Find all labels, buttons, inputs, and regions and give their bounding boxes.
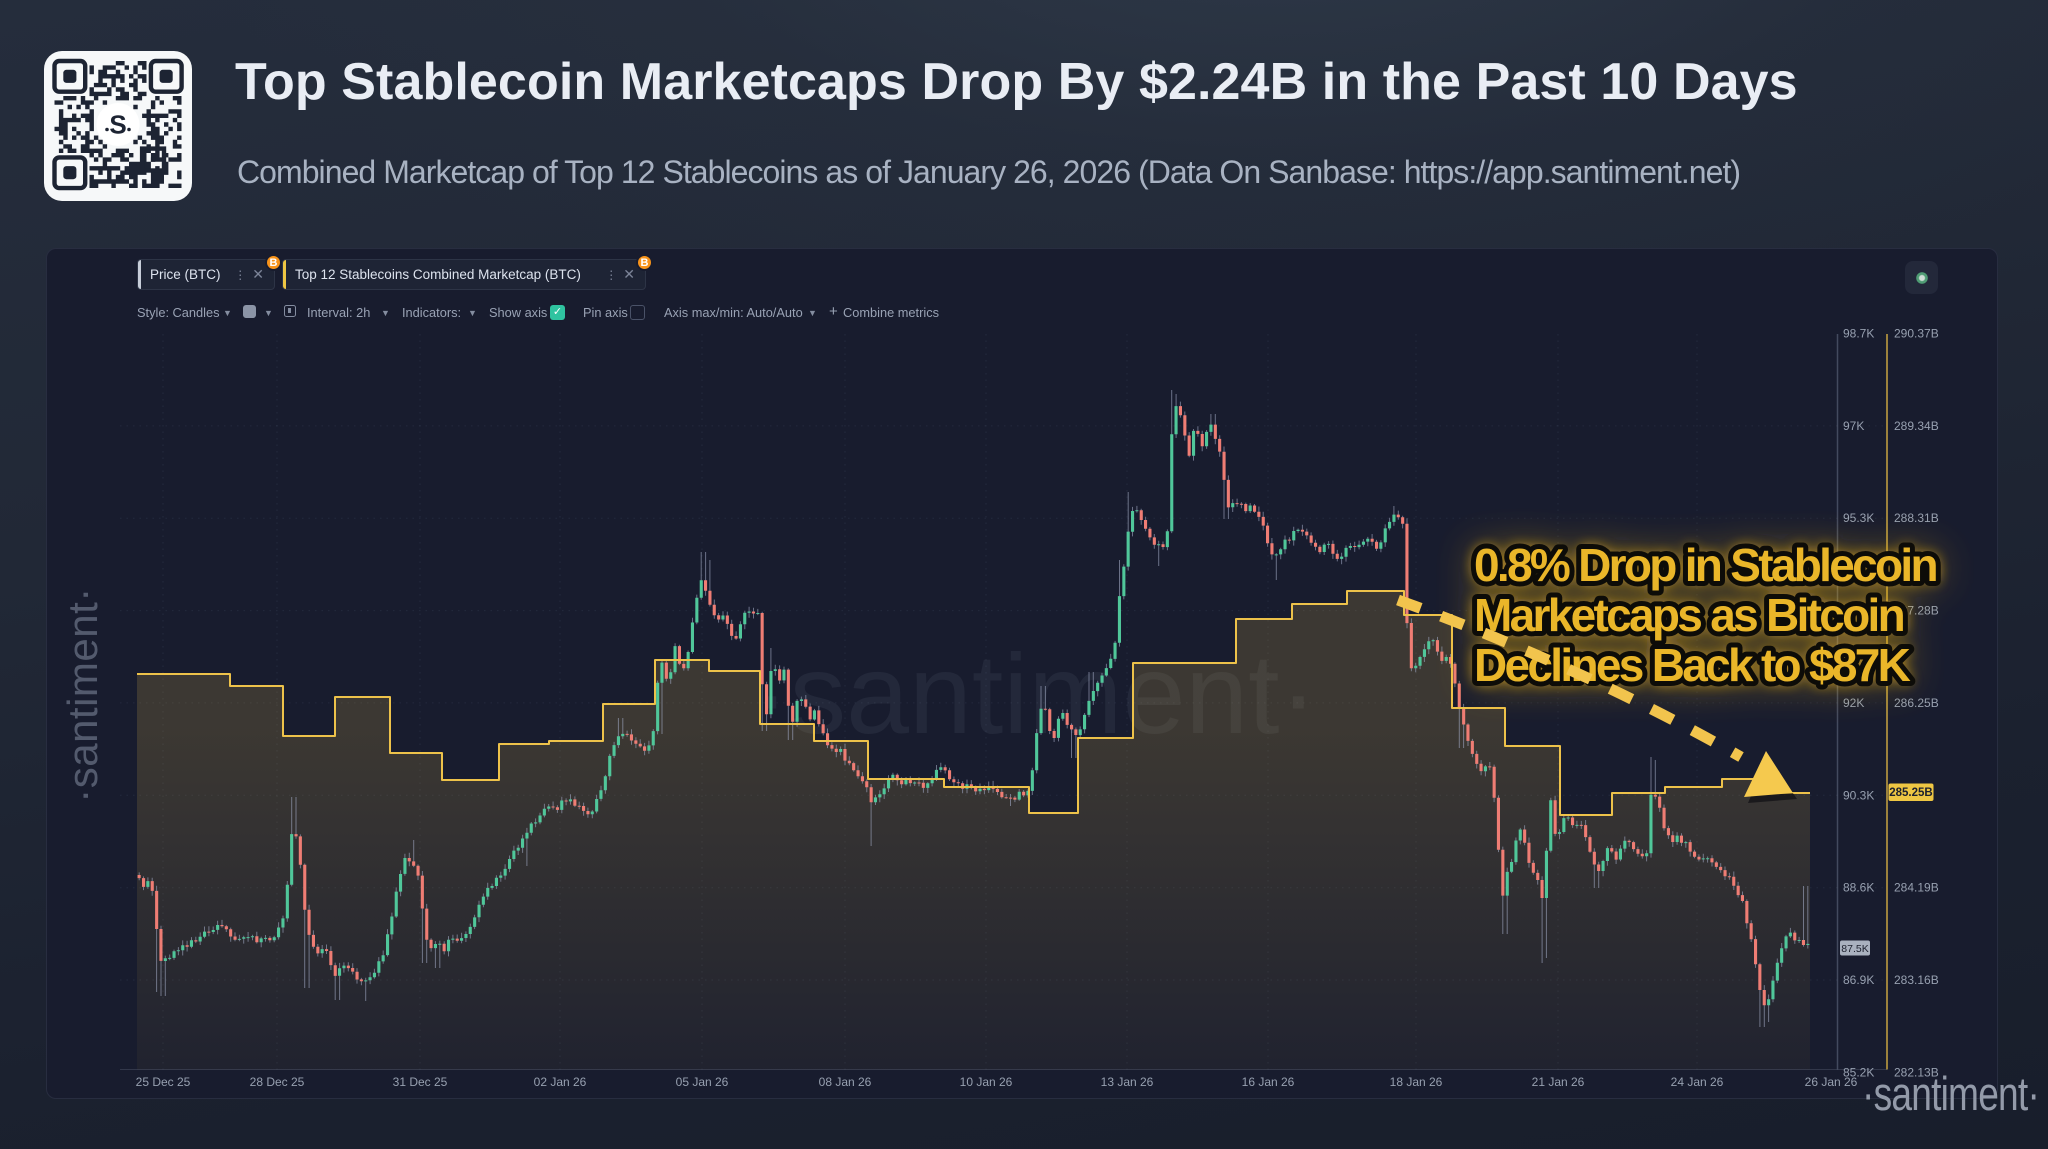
svg-text:286.25B: 286.25B [1894, 696, 1939, 710]
svg-text:290.37B: 290.37B [1894, 327, 1939, 341]
svg-text:10 Jan 26: 10 Jan 26 [960, 1075, 1013, 1089]
svg-text:24 Jan 26: 24 Jan 26 [1671, 1075, 1724, 1089]
svg-text:13 Jan 26: 13 Jan 26 [1101, 1075, 1154, 1089]
svg-text:289.34B: 289.34B [1894, 419, 1939, 433]
svg-text:S: S [109, 110, 126, 140]
svg-text:288.31B: 288.31B [1894, 511, 1939, 525]
svg-text:87.5K: 87.5K [1841, 943, 1868, 955]
svg-text:282.13B: 282.13B [1894, 1065, 1939, 1079]
svg-text:0.8% Drop in Stablecoin: 0.8% Drop in Stablecoin [1474, 539, 1936, 591]
svg-text:Declines Back to $87K: Declines Back to $87K [1474, 639, 1911, 691]
svg-text:88.6K: 88.6K [1843, 881, 1874, 895]
svg-text:85.2K: 85.2K [1843, 1065, 1874, 1079]
svg-text:Marketcaps as Bitcoin: Marketcaps as Bitcoin [1474, 589, 1904, 641]
svg-text:287.28B: 287.28B [1894, 604, 1939, 618]
svg-text:86.9K: 86.9K [1843, 973, 1874, 987]
svg-text:93.6K: 93.6K [1843, 604, 1874, 618]
svg-text:31 Dec 25: 31 Dec 25 [393, 1075, 448, 1089]
svg-text:Marketcaps as Bitcoin: Marketcaps as Bitcoin [1474, 589, 1904, 641]
svg-text:90.3K: 90.3K [1843, 788, 1874, 802]
svg-text:25 Dec 25: 25 Dec 25 [136, 1075, 191, 1089]
svg-text:98.7K: 98.7K [1843, 327, 1874, 341]
svg-text:21 Jan 26: 21 Jan 26 [1532, 1075, 1585, 1089]
svg-text:285.25B: 285.25B [1889, 787, 1932, 799]
svg-text:18 Jan 26: 18 Jan 26 [1390, 1075, 1443, 1089]
svg-text:0.8% Drop in Stablecoin: 0.8% Drop in Stablecoin [1474, 539, 1936, 591]
svg-text:0.8% Drop in Stablecoin: 0.8% Drop in Stablecoin [1474, 539, 1936, 591]
svg-text:Marketcaps as Bitcoin: Marketcaps as Bitcoin [1474, 589, 1904, 641]
svg-text:97K: 97K [1843, 419, 1864, 433]
svg-text:Declines Back to $87K: Declines Back to $87K [1474, 639, 1911, 691]
svg-text:16 Jan 26: 16 Jan 26 [1242, 1075, 1295, 1089]
svg-text:02 Jan 26: 02 Jan 26 [534, 1075, 587, 1089]
svg-text:92K: 92K [1843, 696, 1864, 710]
svg-text:95.3K: 95.3K [1843, 511, 1874, 525]
svg-text:284.19B: 284.19B [1894, 881, 1939, 895]
svg-text:26 Jan 26: 26 Jan 26 [1805, 1075, 1858, 1089]
svg-text:Declines Back to $87K: Declines Back to $87K [1474, 639, 1911, 691]
svg-text:28 Dec 25: 28 Dec 25 [250, 1075, 305, 1089]
svg-text:08 Jan 26: 08 Jan 26 [819, 1075, 872, 1089]
svg-text:283.16B: 283.16B [1894, 973, 1939, 987]
svg-text:05 Jan 26: 05 Jan 26 [676, 1075, 729, 1089]
